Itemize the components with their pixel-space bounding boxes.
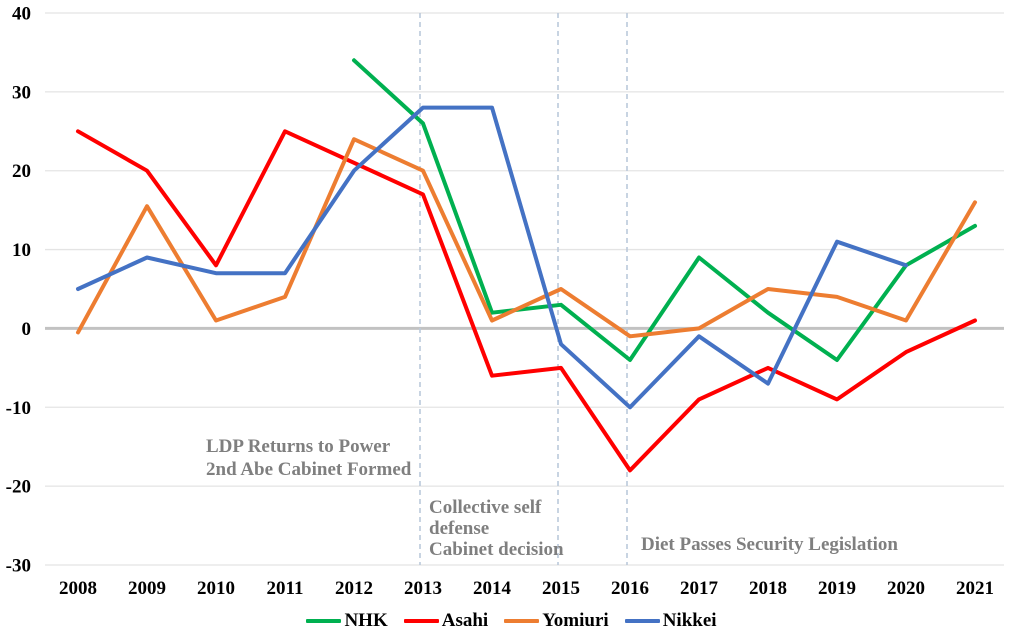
legend-item-asahi: Asahi: [403, 610, 489, 632]
x-tick-label-2009: 2009: [128, 578, 166, 599]
series-line-nikkei: [76, 105, 908, 410]
x-tick-label-2021: 2021: [956, 578, 994, 599]
x-tick-label-2014: 2014: [473, 578, 512, 599]
x-tick-label-2011: 2011: [267, 578, 304, 599]
annotation-diet-line-1: Diet Passes Security Legislation: [641, 534, 899, 555]
legend-label-nhk: NHK: [344, 610, 388, 631]
x-tick-label-2010: 2010: [197, 578, 235, 599]
x-tick-label-2018: 2018: [749, 578, 787, 599]
annotation-ldp-line-1: LDP Returns to Power: [206, 436, 391, 457]
legend-label-nikkei: Nikkei: [662, 610, 717, 631]
annotation-collective-line-1: Collective self: [429, 497, 542, 518]
series-line-asahi: [76, 129, 977, 473]
y-tick-label--30: -30: [6, 555, 31, 576]
annotation-ldp: LDP Returns to Power 2nd Abe Cabinet Form…: [206, 435, 411, 481]
y-tick-label-40: 40: [12, 4, 31, 25]
y-tick-label-10: 10: [12, 240, 31, 261]
legend-label-asahi: Asahi: [441, 610, 489, 631]
legend-item-nikkei: Nikkei: [624, 610, 717, 632]
annotation-diet: Diet Passes Security Legislation: [641, 533, 898, 556]
y-tick-label-30: 30: [12, 82, 31, 103]
x-tick-label-2016: 2016: [611, 578, 649, 599]
x-tick-label-2020: 2020: [887, 578, 925, 599]
annotation-collective: Collective self defense Cabinet decision: [429, 497, 564, 560]
x-tick-label-2012: 2012: [335, 578, 373, 599]
x-tick-label-2015: 2015: [542, 578, 580, 599]
legend-swatch-yomiuri: [504, 619, 540, 623]
x-tick-label-2017: 2017: [680, 578, 719, 599]
chart-legend: NHK Asahi Yomiuri Nikkei: [0, 607, 1023, 635]
annotation-collective-line-2: defense: [429, 518, 490, 539]
legend-swatch-nhk: [306, 619, 342, 623]
legend-item-yomiuri: Yomiuri: [504, 610, 609, 632]
y-tick-label--10: -10: [6, 398, 31, 419]
series-line-yomiuri: [76, 137, 977, 339]
x-tick-label-2019: 2019: [818, 578, 856, 599]
y-tick-label--20: -20: [6, 477, 31, 498]
legend-item-nhk: NHK: [306, 610, 388, 632]
series-line-nhk: [352, 58, 977, 362]
annotation-ldp-line-2: 2nd Abe Cabinet Formed: [206, 459, 412, 480]
legend-swatch-nikkei: [624, 619, 660, 623]
x-tick-label-2008: 2008: [59, 578, 97, 599]
legend-label-yomiuri: Yomiuri: [542, 610, 609, 631]
legend-swatch-asahi: [403, 619, 439, 623]
annotation-collective-line-3: Cabinet decision: [429, 539, 564, 560]
x-tick-label-2013: 2013: [404, 578, 442, 599]
y-tick-label-0: 0: [22, 319, 32, 340]
y-tick-label-20: 20: [12, 161, 31, 182]
